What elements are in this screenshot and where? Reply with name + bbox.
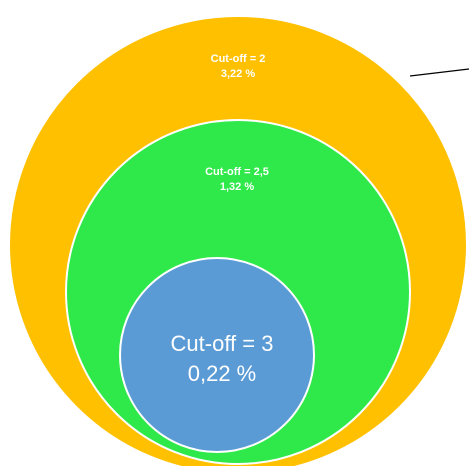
- inner-circle: [119, 257, 315, 453]
- inner-percent-label: 0,22 %: [188, 361, 257, 386]
- middle-percent-label: 1,32 %: [220, 181, 254, 193]
- pointer-line: [409, 68, 469, 77]
- outer-percent-label: 3,22 %: [221, 68, 255, 80]
- inner-cutoff-label: Cut-off = 3: [171, 331, 274, 356]
- outer-cutoff-label: Cut-off = 2: [211, 53, 266, 65]
- middle-cutoff-label: Cut-off = 2,5: [205, 166, 269, 178]
